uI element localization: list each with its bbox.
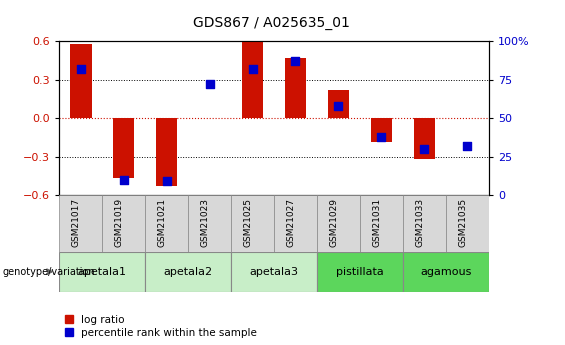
Legend: log ratio, percentile rank within the sample: log ratio, percentile rank within the sa… [64,315,257,338]
Text: GSM21019: GSM21019 [115,198,124,247]
Point [248,66,257,72]
Bar [371,118,392,142]
Bar [145,252,231,292]
Text: GDS867 / A025635_01: GDS867 / A025635_01 [193,16,350,30]
Point [76,66,85,72]
Text: GSM21031: GSM21031 [372,198,381,247]
Text: pistillata: pistillata [336,267,384,277]
Text: agamous: agamous [420,267,471,277]
Point [463,143,472,149]
Text: GSM21035: GSM21035 [458,198,467,247]
Bar [145,195,188,252]
Bar [188,195,231,252]
Text: apetala2: apetala2 [164,267,212,277]
Bar [274,195,317,252]
Point [334,103,343,109]
Text: GSM21027: GSM21027 [286,198,295,247]
Point [377,134,386,139]
Bar [113,118,134,178]
Point [119,177,128,182]
Bar [403,195,446,252]
Bar [414,118,435,159]
Text: genotype/variation: genotype/variation [3,267,95,277]
Bar [231,252,317,292]
Bar [231,195,274,252]
Bar [446,195,489,252]
Text: GSM21025: GSM21025 [244,198,253,247]
Point [420,146,429,152]
Text: GSM21017: GSM21017 [72,198,81,247]
Text: GSM21033: GSM21033 [415,198,424,247]
Bar [242,42,263,118]
Bar [102,195,145,252]
Bar [360,195,403,252]
Point [162,178,171,184]
Text: GSM21023: GSM21023 [201,198,210,247]
Bar [317,252,403,292]
Bar [70,44,92,118]
Point [205,82,214,87]
Bar [156,118,177,186]
Bar [59,252,145,292]
Text: apetala1: apetala1 [78,267,127,277]
Point [291,59,300,64]
Bar [59,195,102,252]
Bar [285,58,306,118]
Bar [317,195,360,252]
Text: GSM21029: GSM21029 [329,198,338,247]
Bar [328,90,349,118]
Text: GSM21021: GSM21021 [158,198,167,247]
Text: apetala3: apetala3 [250,267,298,277]
Bar [403,252,489,292]
